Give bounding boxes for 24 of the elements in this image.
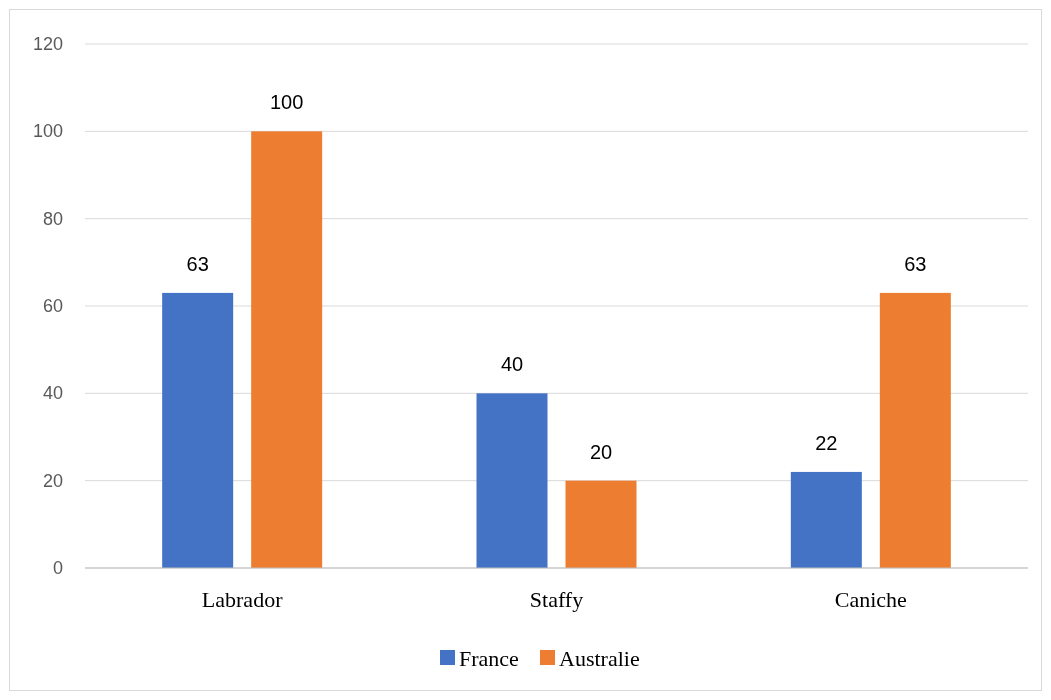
bar: [251, 131, 323, 568]
legend-label: France: [459, 646, 519, 671]
data-label: 20: [589, 440, 613, 463]
bar: [879, 292, 951, 568]
bar: [476, 393, 548, 568]
x-tick-label: Staffy: [529, 587, 584, 612]
data-label: 63: [186, 252, 209, 275]
y-tick-label: 20: [42, 470, 63, 491]
y-tick-label: 80: [42, 208, 63, 229]
bar: [565, 480, 637, 568]
data-label: 22: [815, 431, 838, 454]
data-label: 40: [500, 353, 524, 376]
data-label: 63: [904, 252, 927, 275]
y-tick-label: 40: [42, 383, 63, 404]
y-tick-label: 120: [32, 34, 63, 54]
data-label: 100: [269, 91, 304, 114]
y-tick-label: 100: [32, 121, 63, 142]
y-tick-label: 0: [52, 558, 63, 578]
bar: [790, 471, 862, 568]
x-tick-label: Labrador: [201, 587, 284, 612]
x-tick-label: Caniche: [834, 587, 907, 612]
bar: [162, 292, 234, 568]
legend-label: Australie: [559, 646, 640, 671]
y-tick-label: 60: [42, 296, 63, 316]
